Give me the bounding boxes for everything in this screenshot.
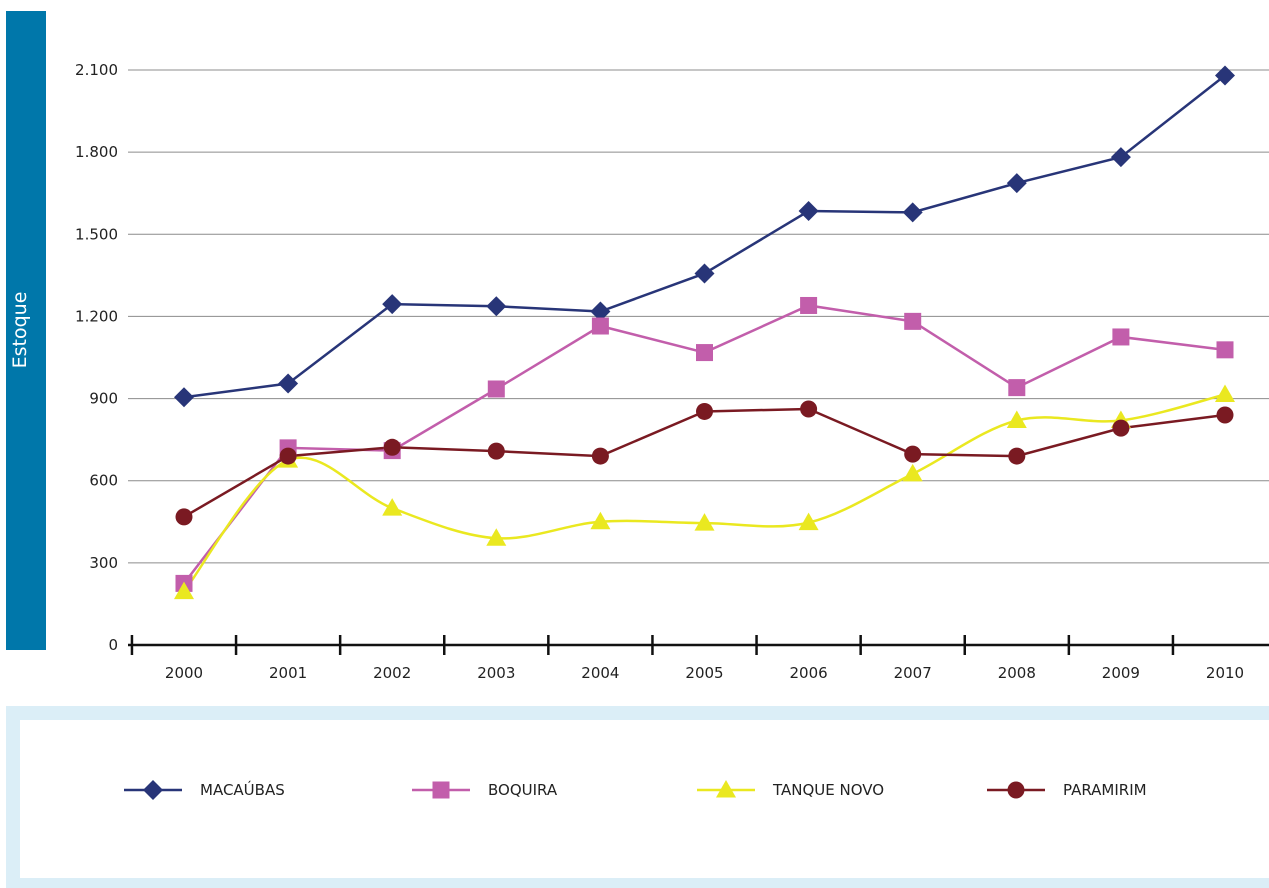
data-point-paramirim (175, 508, 193, 526)
legend-label: MACAÚBAS (200, 780, 285, 799)
legend-marker (716, 780, 736, 798)
data-point-boquira (800, 296, 818, 314)
legend-label: BOQUIRA (488, 781, 558, 799)
legend-label: TANQUE NOVO (772, 781, 884, 799)
series-markers (174, 65, 1235, 600)
data-point-macaúbas (486, 296, 507, 317)
data-point-paramirim (279, 447, 297, 465)
data-point-tanque-novo (590, 511, 611, 530)
data-point-tanque-novo (486, 528, 507, 546)
data-point-boquira (487, 380, 505, 398)
data-point-tanque-novo (902, 463, 923, 482)
legend: MACAÚBAS BOQUIRA TANQUE NOVO PARAMIRIM (124, 780, 1147, 800)
x-tick-label: 2001 (269, 664, 307, 682)
data-point-macaúbas (1006, 173, 1027, 194)
data-point-paramirim (800, 400, 818, 418)
x-tick-label: 2009 (1102, 664, 1140, 682)
data-point-macaúbas (694, 263, 715, 284)
axes: 0 300 600 900 1.200 1.500 1.800 2.100 2000 2001 20… (75, 61, 1269, 682)
legend-marker (432, 781, 450, 799)
data-point-tanque-novo (382, 498, 403, 516)
x-tick-label: 2010 (1206, 664, 1244, 682)
data-point-macaúbas (902, 202, 923, 223)
x-tick-label: 2005 (685, 664, 723, 682)
x-tick-label: 2007 (894, 664, 932, 682)
grid (128, 69, 1269, 564)
data-point-paramirim (904, 445, 922, 463)
x-tick-label: 2006 (790, 664, 828, 682)
y-tick-label: 1.800 (75, 143, 118, 161)
y-tick-label: 900 (89, 390, 118, 408)
data-point-boquira (1216, 341, 1234, 359)
data-point-boquira (1112, 328, 1130, 346)
data-point-paramirim (1008, 447, 1026, 465)
data-point-macaúbas (278, 373, 299, 394)
data-point-paramirim (696, 402, 713, 420)
data-point-macaúbas (1215, 65, 1235, 86)
data-point-tanque-novo (1006, 410, 1027, 428)
legend-label: PARAMIRIM (1063, 781, 1147, 799)
data-point-macaúbas (174, 387, 194, 408)
data-point-paramirim (1112, 419, 1130, 437)
y-axis-label-band (6, 11, 46, 650)
data-point-boquira (591, 317, 609, 335)
data-point-paramirim (1216, 406, 1234, 424)
y-tick-label: 0 (108, 636, 118, 654)
y-tick-label: 2.100 (75, 61, 118, 79)
y-tick-label: 1.500 (75, 225, 118, 243)
data-point-paramirim (383, 438, 401, 456)
data-point-boquira (696, 344, 713, 362)
data-point-tanque-novo (694, 513, 715, 531)
data-point-macaúbas (382, 294, 403, 315)
x-tick-label: 2003 (477, 664, 515, 682)
legend-marker (1007, 781, 1025, 799)
legend-marker (143, 780, 163, 800)
data-point-tanque-novo (1215, 384, 1235, 402)
x-tick-label: 2004 (581, 664, 619, 682)
data-point-tanque-novo (798, 512, 819, 531)
series-line-tanque-novo (183, 393, 1226, 593)
data-point-paramirim (487, 442, 505, 460)
x-tick-label: 2008 (998, 664, 1036, 682)
data-point-macaúbas (1110, 147, 1131, 168)
series-line-paramirim (183, 407, 1226, 518)
data-point-macaúbas (798, 201, 819, 222)
x-tick-label: 2002 (373, 664, 411, 682)
x-tick-label: 2000 (165, 664, 203, 682)
y-tick-label: 300 (89, 554, 118, 572)
data-point-boquira (904, 312, 922, 330)
data-point-paramirim (591, 447, 609, 465)
y-tick-label: 1.200 (75, 307, 118, 325)
y-tick-label: 600 (89, 472, 118, 490)
data-point-tanque-novo (174, 581, 194, 600)
data-point-boquira (1008, 379, 1026, 397)
legend-panel-inner (20, 720, 1269, 878)
data-point-macaúbas (590, 301, 611, 322)
